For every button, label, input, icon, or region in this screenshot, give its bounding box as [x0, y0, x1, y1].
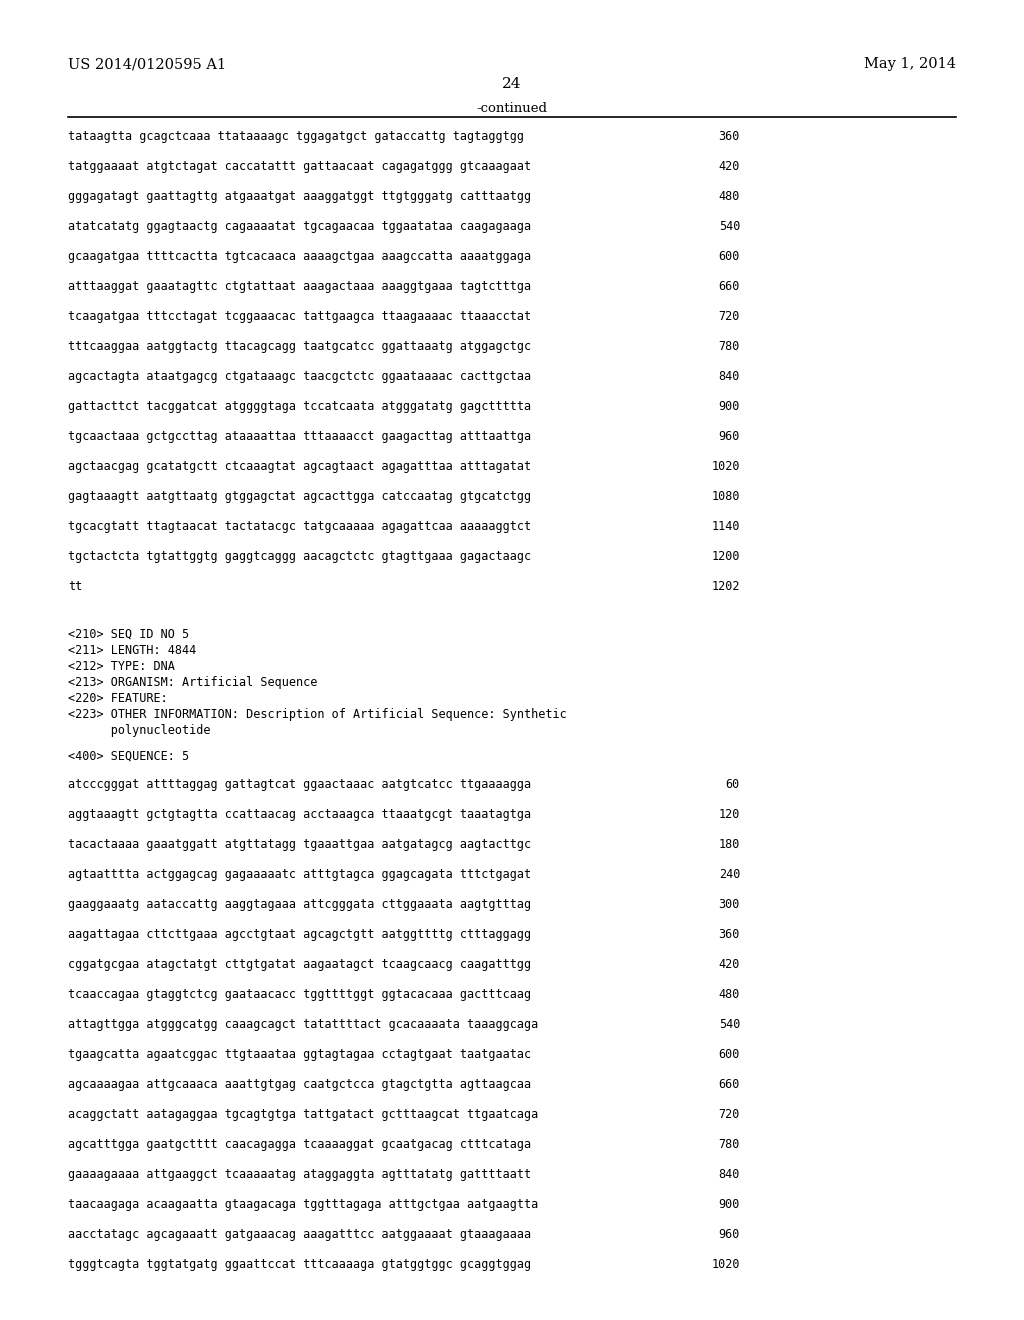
- Text: tataagtta gcagctcaaa ttataaaagc tggagatgct gataccattg tagtaggtgg: tataagtta gcagctcaaa ttataaaagc tggagatg…: [68, 129, 524, 143]
- Text: gaaggaaatg aataccattg aaggtagaaa attcgggata cttggaaata aagtgtttag: gaaggaaatg aataccattg aaggtagaaa attcggg…: [68, 898, 531, 911]
- Text: 540: 540: [719, 220, 740, 234]
- Text: tcaagatgaa tttcctagat tcggaaacac tattgaagca ttaagaaaac ttaaacctat: tcaagatgaa tttcctagat tcggaaacac tattgaa…: [68, 310, 531, 323]
- Text: 600: 600: [719, 1048, 740, 1061]
- Text: 1200: 1200: [712, 550, 740, 564]
- Text: agcaaaagaa attgcaaaca aaattgtgag caatgctcca gtagctgtta agttaagcaa: agcaaaagaa attgcaaaca aaattgtgag caatgct…: [68, 1078, 531, 1092]
- Text: 600: 600: [719, 249, 740, 263]
- Text: agtaatttta actggagcag gagaaaaatc atttgtagca ggagcagata tttctgagat: agtaatttta actggagcag gagaaaaatc atttgta…: [68, 869, 531, 880]
- Text: attagttgga atgggcatgg caaagcagct tatattttact gcacaaaata taaaggcaga: attagttgga atgggcatgg caaagcagct tatattt…: [68, 1018, 539, 1031]
- Text: taacaagaga acaagaatta gtaagacaga tggtttagaga atttgctgaa aatgaagtta: taacaagaga acaagaatta gtaagacaga tggttta…: [68, 1199, 539, 1210]
- Text: US 2014/0120595 A1: US 2014/0120595 A1: [68, 57, 226, 71]
- Text: aggtaaagtt gctgtagtta ccattaacag acctaaagca ttaaatgcgt taaatagtga: aggtaaagtt gctgtagtta ccattaacag acctaaa…: [68, 808, 531, 821]
- Text: 900: 900: [719, 1199, 740, 1210]
- Text: agcatttgga gaatgctttt caacagagga tcaaaaggat gcaatgacag ctttcataga: agcatttgga gaatgctttt caacagagga tcaaaag…: [68, 1138, 531, 1151]
- Text: 420: 420: [719, 958, 740, 972]
- Text: 960: 960: [719, 1228, 740, 1241]
- Text: 660: 660: [719, 1078, 740, 1092]
- Text: 780: 780: [719, 1138, 740, 1151]
- Text: tacactaaaa gaaatggatt atgttatagg tgaaattgaa aatgatagcg aagtacttgc: tacactaaaa gaaatggatt atgttatagg tgaaatt…: [68, 838, 531, 851]
- Text: tgcaactaaa gctgccttag ataaaattaa tttaaaacct gaagacttag atttaattga: tgcaactaaa gctgccttag ataaaattaa tttaaaa…: [68, 430, 531, 444]
- Text: aacctatagc agcagaaatt gatgaaacag aaagatttcc aatggaaaat gtaaagaaaa: aacctatagc agcagaaatt gatgaaacag aaagatt…: [68, 1228, 531, 1241]
- Text: -continued: -continued: [476, 102, 548, 115]
- Text: <400> SEQUENCE: 5: <400> SEQUENCE: 5: [68, 750, 189, 763]
- Text: <212> TYPE: DNA: <212> TYPE: DNA: [68, 660, 175, 673]
- Text: gggagatagt gaattagttg atgaaatgat aaaggatggt ttgtgggatg catttaatgg: gggagatagt gaattagttg atgaaatgat aaaggat…: [68, 190, 531, 203]
- Text: 120: 120: [719, 808, 740, 821]
- Text: agctaacgag gcatatgctt ctcaaagtat agcagtaact agagatttaa atttagatat: agctaacgag gcatatgctt ctcaaagtat agcagta…: [68, 459, 531, 473]
- Text: tcaaccagaa gtaggtctcg gaataacacc tggttttggt ggtacacaaa gactttcaag: tcaaccagaa gtaggtctcg gaataacacc tggtttt…: [68, 987, 531, 1001]
- Text: 480: 480: [719, 190, 740, 203]
- Text: tgctactcta tgtattggtg gaggtcaggg aacagctctc gtagttgaaa gagactaagc: tgctactcta tgtattggtg gaggtcaggg aacagct…: [68, 550, 531, 564]
- Text: 1140: 1140: [712, 520, 740, 533]
- Text: 720: 720: [719, 310, 740, 323]
- Text: tgggtcagta tggtatgatg ggaattccat tttcaaaaga gtatggtggc gcaggtggag: tgggtcagta tggtatgatg ggaattccat tttcaaa…: [68, 1258, 531, 1271]
- Text: 360: 360: [719, 129, 740, 143]
- Text: 1080: 1080: [712, 490, 740, 503]
- Text: gcaagatgaa ttttcactta tgtcacaaca aaaagctgaa aaagccatta aaaatggaga: gcaagatgaa ttttcactta tgtcacaaca aaaagct…: [68, 249, 531, 263]
- Text: 720: 720: [719, 1107, 740, 1121]
- Text: <211> LENGTH: 4844: <211> LENGTH: 4844: [68, 644, 197, 657]
- Text: 1020: 1020: [712, 1258, 740, 1271]
- Text: atcccgggat attttaggag gattagtcat ggaactaaac aatgtcatcc ttgaaaagga: atcccgggat attttaggag gattagtcat ggaacta…: [68, 777, 531, 791]
- Text: 1202: 1202: [712, 579, 740, 593]
- Text: 660: 660: [719, 280, 740, 293]
- Text: <220> FEATURE:: <220> FEATURE:: [68, 692, 168, 705]
- Text: tttcaaggaa aatggtactg ttacagcagg taatgcatcc ggattaaatg atggagctgc: tttcaaggaa aatggtactg ttacagcagg taatgca…: [68, 341, 531, 352]
- Text: 960: 960: [719, 430, 740, 444]
- Text: tt: tt: [68, 579, 82, 593]
- Text: 300: 300: [719, 898, 740, 911]
- Text: 780: 780: [719, 341, 740, 352]
- Text: agcactagta ataatgagcg ctgataaagc taacgctctc ggaataaaac cacttgctaa: agcactagta ataatgagcg ctgataaagc taacgct…: [68, 370, 531, 383]
- Text: gagtaaagtt aatgttaatg gtggagctat agcacttgga catccaatag gtgcatctgg: gagtaaagtt aatgttaatg gtggagctat agcactt…: [68, 490, 531, 503]
- Text: 240: 240: [719, 869, 740, 880]
- Text: aagattagaa cttcttgaaa agcctgtaat agcagctgtt aatggttttg ctttaggagg: aagattagaa cttcttgaaa agcctgtaat agcagct…: [68, 928, 531, 941]
- Text: 540: 540: [719, 1018, 740, 1031]
- Text: <210> SEQ ID NO 5: <210> SEQ ID NO 5: [68, 628, 189, 642]
- Text: 60: 60: [726, 777, 740, 791]
- Text: tgaagcatta agaatcggac ttgtaaataa ggtagtagaa cctagtgaat taatgaatac: tgaagcatta agaatcggac ttgtaaataa ggtagta…: [68, 1048, 531, 1061]
- Text: atatcatatg ggagtaactg cagaaaatat tgcagaacaa tggaatataa caagagaaga: atatcatatg ggagtaactg cagaaaatat tgcagaa…: [68, 220, 531, 234]
- Text: gattacttct tacggatcat atggggtaga tccatcaata atgggatatg gagcttttta: gattacttct tacggatcat atggggtaga tccatca…: [68, 400, 531, 413]
- Text: atttaaggat gaaatagttc ctgtattaat aaagactaaa aaaggtgaaa tagtctttga: atttaaggat gaaatagttc ctgtattaat aaagact…: [68, 280, 531, 293]
- Text: <223> OTHER INFORMATION: Description of Artificial Sequence: Synthetic: <223> OTHER INFORMATION: Description of …: [68, 708, 566, 721]
- Text: 900: 900: [719, 400, 740, 413]
- Text: cggatgcgaa atagctatgt cttgtgatat aagaatagct tcaagcaacg caagatttgg: cggatgcgaa atagctatgt cttgtgatat aagaata…: [68, 958, 531, 972]
- Text: gaaaagaaaa attgaaggct tcaaaaatag ataggaggta agtttatatg gattttaatt: gaaaagaaaa attgaaggct tcaaaaatag ataggag…: [68, 1168, 531, 1181]
- Text: 480: 480: [719, 987, 740, 1001]
- Text: 24: 24: [502, 77, 522, 91]
- Text: 1020: 1020: [712, 459, 740, 473]
- Text: tatggaaaat atgtctagat caccatattt gattaacaat cagagatggg gtcaaagaat: tatggaaaat atgtctagat caccatattt gattaac…: [68, 160, 531, 173]
- Text: <213> ORGANISM: Artificial Sequence: <213> ORGANISM: Artificial Sequence: [68, 676, 317, 689]
- Text: May 1, 2014: May 1, 2014: [864, 57, 956, 71]
- Text: 420: 420: [719, 160, 740, 173]
- Text: 360: 360: [719, 928, 740, 941]
- Text: 180: 180: [719, 838, 740, 851]
- Text: polynucleotide: polynucleotide: [68, 723, 211, 737]
- Text: acaggctatt aatagaggaa tgcagtgtga tattgatact gctttaagcat ttgaatcaga: acaggctatt aatagaggaa tgcagtgtga tattgat…: [68, 1107, 539, 1121]
- Text: 840: 840: [719, 1168, 740, 1181]
- Text: tgcacgtatt ttagtaacat tactatacgc tatgcaaaaa agagattcaa aaaaaggtct: tgcacgtatt ttagtaacat tactatacgc tatgcaa…: [68, 520, 531, 533]
- Text: 840: 840: [719, 370, 740, 383]
